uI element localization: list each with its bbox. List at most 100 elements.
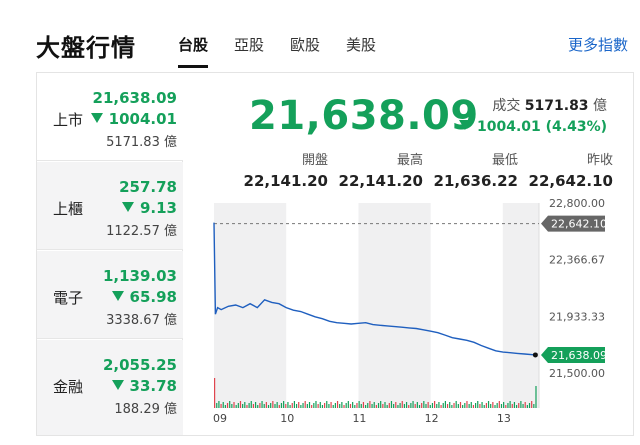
turnover: 成交 5171.83 億 <box>492 95 607 115</box>
index-change: 33.78 <box>111 377 177 395</box>
volume-bar <box>308 402 311 408</box>
last-price-dot <box>532 352 538 358</box>
volume-bar <box>226 403 229 408</box>
volume-bar <box>261 401 263 408</box>
volume-bar <box>319 402 321 408</box>
volume-bar <box>244 402 246 408</box>
volume-bar <box>472 405 475 408</box>
volume-bar <box>412 401 414 408</box>
volume-bar <box>455 401 457 408</box>
intraday-chart[interactable]: 22,800.00 22,366.67 21,933.33 21,500.00 22,6… <box>37 73 635 437</box>
index-row-finance[interactable]: 金融 2,055.25 33.78 188.29 億 <box>37 340 183 435</box>
tab-asia[interactable]: 亞股 <box>234 36 265 54</box>
volume-bar <box>468 404 470 408</box>
y-tick-label: 21,500.00 <box>549 367 605 380</box>
y-tick-label: 22,800.00 <box>549 197 605 210</box>
volume-bar <box>330 402 332 408</box>
volume-bar <box>479 404 481 408</box>
volume-bar <box>278 405 280 408</box>
volume-bar <box>511 404 513 408</box>
volume-bar <box>306 404 308 408</box>
volume-bar <box>464 403 466 408</box>
volume-bar <box>390 401 393 408</box>
volume-bar <box>356 403 358 408</box>
index-name: 金融 <box>53 378 84 396</box>
volume-bar <box>354 405 356 408</box>
index-change: 1004.01 <box>90 110 177 128</box>
volume-bar <box>393 404 395 408</box>
volume-bar <box>442 403 444 408</box>
volume-bar <box>503 402 505 408</box>
volume-bar <box>295 404 298 408</box>
ohlc-stats: 開盤 22,141.20 最高 22,141.20 最低 21,636.22 昨… <box>233 149 613 190</box>
volume-bar <box>451 405 453 408</box>
volume-bar <box>317 404 319 408</box>
index-name: 上市 <box>53 111 84 129</box>
volume-bar <box>377 403 380 408</box>
volume-bar <box>477 401 479 408</box>
index-row-listed[interactable]: 上市 21,638.09 1004.01 5171.83 億 <box>37 73 183 161</box>
turnover-label: 成交 <box>492 98 521 114</box>
volume-bar <box>438 402 440 408</box>
volume-bar <box>345 403 347 408</box>
down-triangle-icon <box>458 120 471 130</box>
index-volume: 5171.83 億 <box>106 135 177 150</box>
volume-bar <box>287 402 289 408</box>
volume-bar <box>533 404 535 408</box>
volume-bar <box>509 401 511 408</box>
volume-bar <box>535 386 537 408</box>
volume-bar <box>414 404 416 408</box>
volume-bar <box>235 405 237 408</box>
volume-bar <box>453 403 455 408</box>
volume-bar <box>421 403 423 408</box>
tab-us[interactable]: 美股 <box>346 36 377 54</box>
more-indices-link[interactable]: 更多指數 <box>567 36 628 54</box>
volume-bar <box>231 404 233 408</box>
volume-bar <box>388 403 390 408</box>
volume-bar <box>399 403 401 408</box>
volume-bar <box>408 405 410 408</box>
last-price-label: 21,638.09 <box>551 349 607 362</box>
index-row-electronics[interactable]: 電子 1,139.03 65.98 3338.67 億 <box>37 251 183 339</box>
volume-bar <box>326 401 328 408</box>
index-volume: 188.29 億 <box>114 402 177 417</box>
volume-bar <box>500 404 503 408</box>
down-triangle-icon <box>121 202 134 212</box>
volume-bar <box>270 403 272 408</box>
volume-bar <box>386 405 388 408</box>
volume-bar <box>405 402 408 408</box>
index-volume: 3338.67 億 <box>106 313 177 328</box>
volume-bar <box>341 402 343 408</box>
volume-bar <box>498 401 500 408</box>
index-row-otc[interactable]: 上櫃 257.78 9.13 1122.57 億 <box>37 162 183 250</box>
tab-europe[interactable]: 歐股 <box>290 36 321 54</box>
volume-bar <box>367 403 369 408</box>
page-title: 大盤行情 <box>36 34 136 62</box>
volume-bar <box>328 404 330 408</box>
volume-bar <box>334 403 336 408</box>
volume-bar <box>311 405 313 408</box>
volume-bar <box>347 401 349 408</box>
volume-bar <box>485 403 487 408</box>
volume-bar <box>283 401 285 408</box>
index-value: 1,139.03 <box>102 267 177 285</box>
volume-bar <box>349 404 352 408</box>
market-tabs: 台股 亞股 歐股 美股 <box>178 34 402 68</box>
market-card: 上市 21,638.09 1004.01 5171.83 億 上櫃 257.78… <box>36 72 634 436</box>
tab-taiwan[interactable]: 台股 <box>178 34 209 68</box>
volume-bar <box>362 402 365 408</box>
down-triangle-icon <box>111 291 124 301</box>
volume-bar <box>427 402 429 408</box>
volume-bar <box>487 401 490 408</box>
volume-bar <box>289 405 291 408</box>
volume-bar <box>315 401 317 408</box>
volume-bar <box>343 405 345 408</box>
last-price-tag <box>541 346 605 363</box>
prev-close-tag <box>541 215 605 232</box>
volume-bar <box>466 401 468 408</box>
volume-bar <box>242 404 244 408</box>
volume-bar <box>446 404 449 408</box>
volume-bar <box>248 403 250 408</box>
volume-bar <box>470 402 472 408</box>
volume-bar <box>300 405 302 408</box>
